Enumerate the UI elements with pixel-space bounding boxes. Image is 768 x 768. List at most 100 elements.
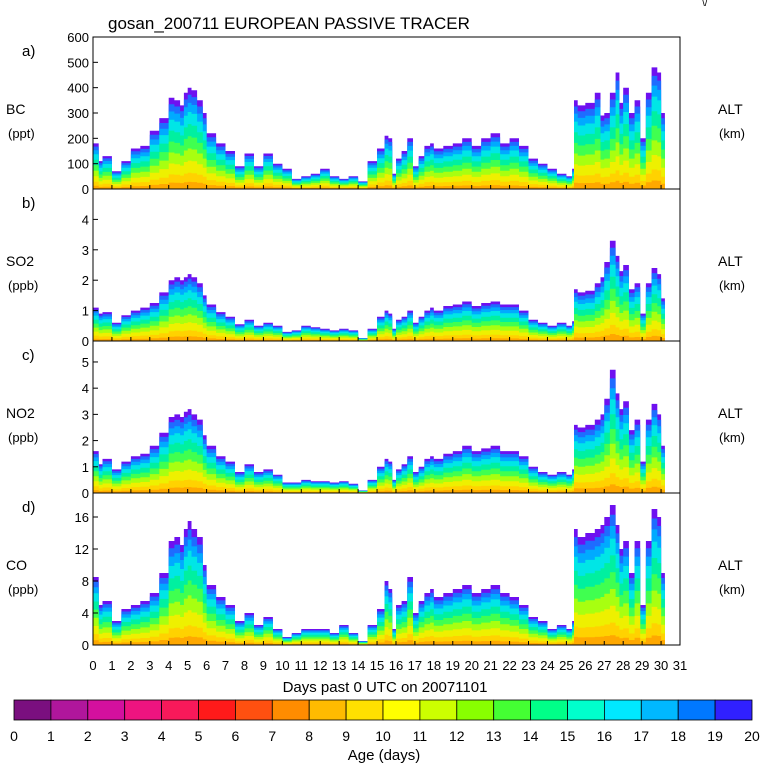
x-tick-label: 17 — [408, 658, 422, 673]
x-tick-label: 0 — [89, 658, 96, 673]
x-tick-label: 23 — [521, 658, 535, 673]
x-tick-label: 8 — [241, 658, 248, 673]
area-band-6 — [93, 300, 665, 341]
panel-no2: 0 1 2 3 4 5 c) NO2 (ppb) ALT (km) — [6, 340, 745, 501]
y-tick-label: 4 — [82, 212, 89, 227]
y-tick-label: 16 — [75, 510, 89, 525]
y-tick-label: 12 — [75, 542, 89, 557]
area-band-9 — [93, 635, 665, 645]
x-tick-label: 13 — [332, 658, 346, 673]
panel-letter: a) — [22, 43, 35, 60]
colorbar-swatch — [13, 699, 52, 721]
x-axis-label: Days past 0 UTC on 20071101 — [283, 679, 488, 696]
colorbar-tick-label: 9 — [342, 728, 350, 744]
colorbar-swatch — [714, 699, 753, 721]
area-band-8 — [93, 169, 665, 189]
colorbar-tick-label: 2 — [84, 728, 92, 744]
x-tick-label: 27 — [597, 658, 611, 673]
y-tick-label: 200 — [67, 131, 89, 146]
x-tick-label: 31 — [673, 658, 687, 673]
colorbar-swatch — [677, 699, 716, 721]
x-tick-label: 29 — [635, 658, 649, 673]
species-label: BC — [6, 101, 25, 117]
x-tick-label: 6 — [203, 658, 210, 673]
alt-label: ALT — [718, 101, 743, 117]
area-band-6 — [93, 443, 665, 493]
panel-bc: 0 100 200 300 400 500 600 a) BC (ppt) ALT (km) — [6, 30, 745, 197]
species-label: CO — [6, 557, 27, 573]
area-band-8 — [93, 324, 665, 341]
area-band-5 — [93, 572, 665, 645]
y-tick-label: 4 — [82, 381, 89, 396]
x-tick-label: 4 — [165, 658, 172, 673]
colorbar-tick-label: 10 — [375, 728, 391, 744]
colorbar-tick-label: 5 — [195, 728, 203, 744]
colorbar-swatch — [124, 699, 162, 721]
y-tick-label: 4 — [82, 606, 89, 621]
colorbar-swatch — [345, 699, 384, 721]
colorbar-swatch — [567, 699, 605, 721]
y-tick-label: 0 — [82, 182, 89, 197]
area-band-3 — [93, 538, 665, 645]
y-tick-label: 8 — [82, 574, 89, 589]
colorbar-tick-label: 0 — [10, 728, 18, 744]
area-band-6 — [93, 140, 665, 189]
corner-mark: \/ — [702, 0, 708, 9]
area-band-9 — [93, 180, 665, 189]
km-label: (km) — [719, 126, 745, 141]
x-tick-labels: 0 1 2 3 4 5 6 7 8 9 10 11 12 13 14 15 16 17 18 19 20 21 22 23 24… — [89, 658, 687, 673]
x-tick-label: 21 — [483, 658, 497, 673]
y-tick-label: 400 — [67, 81, 89, 96]
unit-label: (ppt) — [8, 126, 35, 141]
colorbar-tick-label: 15 — [560, 728, 576, 744]
colorbar-label: Age (days) — [348, 747, 421, 764]
x-tick-label: 18 — [427, 658, 441, 673]
y-tick-label: 300 — [67, 106, 89, 121]
colorbar-tick-label: 7 — [268, 728, 276, 744]
x-tick-label: 22 — [502, 658, 516, 673]
colorbar: 0 1 2 3 4 5 6 7 8 9 10 11 12 13 14 15 16 17 18 19 20 — [10, 699, 760, 744]
area-band-7 — [93, 458, 665, 493]
colorbar-swatch — [493, 699, 532, 721]
x-tick-label: 25 — [559, 658, 573, 673]
colorbar-tick-label: 14 — [523, 728, 539, 744]
x-tick-label: 2 — [127, 658, 134, 673]
colorbar-swatch — [198, 699, 236, 721]
colorbar-tick-label: 16 — [597, 728, 613, 744]
unit-label: (ppb) — [8, 582, 38, 597]
x-tick-label: 9 — [260, 658, 267, 673]
y-tick-label: 1 — [82, 460, 89, 475]
area-band-8 — [93, 622, 665, 645]
chart-title: gosan_200711 EUROPEAN PASSIVE TRACER — [108, 14, 470, 33]
alt-label: ALT — [718, 253, 743, 269]
y-tick-label: 3 — [82, 407, 89, 422]
alt-label: ALT — [718, 557, 743, 573]
area-band-5 — [93, 429, 665, 493]
colorbar-tick-label: 13 — [486, 728, 502, 744]
x-tick-label: 14 — [351, 658, 365, 673]
y-tick-label: 1 — [82, 304, 89, 319]
area-band-4 — [93, 555, 665, 645]
panel-frame — [92, 492, 681, 646]
species-label: NO2 — [6, 405, 35, 421]
colorbar-swatch — [308, 699, 347, 721]
colorbar-swatch — [640, 699, 679, 721]
panel-letter: c) — [22, 347, 35, 364]
panel-letter: b) — [22, 195, 35, 212]
panel-so2: 0 1 2 3 4 b) SO2 (ppb) ALT (km) — [6, 188, 745, 349]
area-band-8 — [93, 473, 665, 493]
area-band-9 — [93, 334, 665, 341]
x-tick-label: 15 — [370, 658, 384, 673]
area-band-4 — [93, 414, 665, 493]
unit-label: (ppb) — [8, 430, 38, 445]
colorbar-swatch — [382, 699, 421, 721]
area-band-6 — [93, 589, 665, 645]
y-tick-label: 0 — [82, 638, 89, 653]
area-band-7 — [93, 605, 665, 645]
area-band-5 — [93, 288, 665, 341]
x-tick-label: 1 — [108, 658, 115, 673]
area-band-4 — [93, 276, 665, 341]
x-tick-label: 11 — [295, 658, 309, 673]
km-label: (km) — [719, 582, 745, 597]
colorbar-tick-label: 11 — [413, 728, 428, 744]
